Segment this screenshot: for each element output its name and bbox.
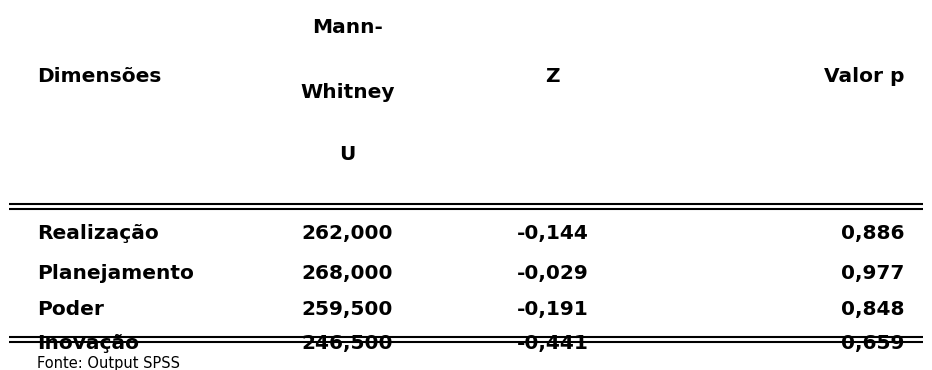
Text: Realização: Realização [36,225,158,243]
Text: 259,500: 259,500 [302,299,393,319]
Text: -0,029: -0,029 [517,264,589,283]
Text: U: U [339,145,355,164]
Text: -0,144: -0,144 [517,225,589,243]
Text: -0,441: -0,441 [517,334,589,353]
Text: Valor p: Valor p [824,67,904,86]
Text: -0,191: -0,191 [517,299,589,319]
Text: 0,848: 0,848 [841,299,904,319]
Text: 246,500: 246,500 [302,334,393,353]
Text: Mann-: Mann- [312,18,383,37]
Text: 268,000: 268,000 [302,264,393,283]
Text: 0,977: 0,977 [841,264,904,283]
Text: Dimensões: Dimensões [36,67,161,86]
Text: Planejamento: Planejamento [36,264,194,283]
Text: Poder: Poder [36,299,103,319]
Text: Z: Z [545,67,560,86]
Text: Whitney: Whitney [300,84,394,102]
Text: Fonte: Output SPSS: Fonte: Output SPSS [36,356,180,370]
Text: 0,659: 0,659 [841,334,904,353]
Text: Inovação: Inovação [36,334,139,353]
Text: 262,000: 262,000 [302,225,393,243]
Text: 0,886: 0,886 [841,225,904,243]
